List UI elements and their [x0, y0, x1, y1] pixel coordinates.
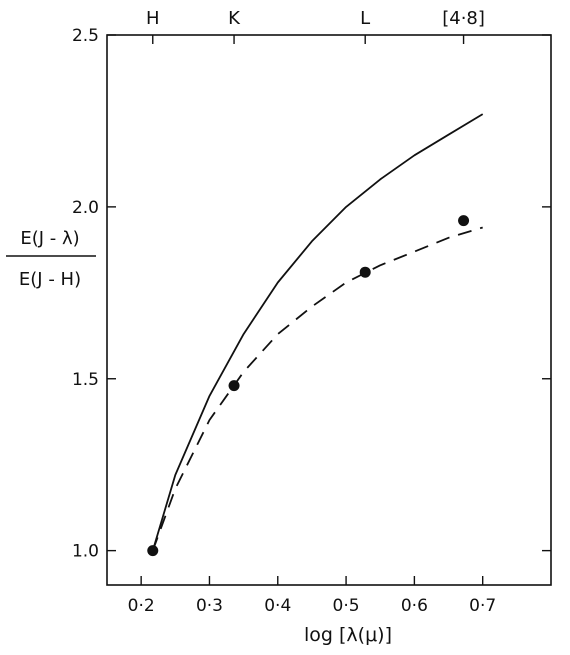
- data-point: [359, 266, 371, 278]
- top-band-label: H: [146, 8, 160, 29]
- top-band-label: K: [228, 8, 241, 29]
- y-tick-label: 2.5: [72, 26, 99, 46]
- x-tick-label: 0·4: [264, 596, 291, 616]
- x-tick-label: 0·2: [128, 596, 155, 616]
- y-axis-title-numerator: E(J - λ): [20, 228, 79, 249]
- data-points: [147, 215, 470, 557]
- y-tick-label: 1.0: [72, 542, 99, 562]
- x-tick-label: 0·6: [401, 596, 428, 616]
- y-axis-title-denominator: E(J - H): [19, 269, 81, 290]
- x-tick-label: 0·7: [469, 596, 496, 616]
- top-band-label: L: [360, 8, 370, 29]
- data-point: [147, 545, 159, 557]
- y-axis-title: E(J - λ) E(J - H): [6, 228, 96, 290]
- data-point: [458, 215, 470, 227]
- plot-frame: [106, 34, 552, 586]
- x-tick-label: 0·3: [196, 596, 223, 616]
- data-point: [228, 380, 240, 392]
- y-tick-label: 1.5: [72, 370, 99, 390]
- y-tick-label: 2.0: [72, 198, 99, 218]
- dashed-curve: [151, 226, 483, 551]
- solid-curve: [151, 113, 484, 551]
- series-lines: [151, 113, 484, 551]
- axis-labels: 0·2 0·3 0·4 0·5 0·6 0·7 1.0 1.5 2.0 2.5 H K L [4·8]: [72, 8, 496, 616]
- plot-axes: [106, 34, 552, 586]
- x-axis-title: log [λ(μ)]: [304, 624, 392, 646]
- x-tick-label: 0·5: [333, 596, 360, 616]
- top-band-label: [4·8]: [442, 8, 485, 29]
- axis-ticks: [107, 34, 551, 585]
